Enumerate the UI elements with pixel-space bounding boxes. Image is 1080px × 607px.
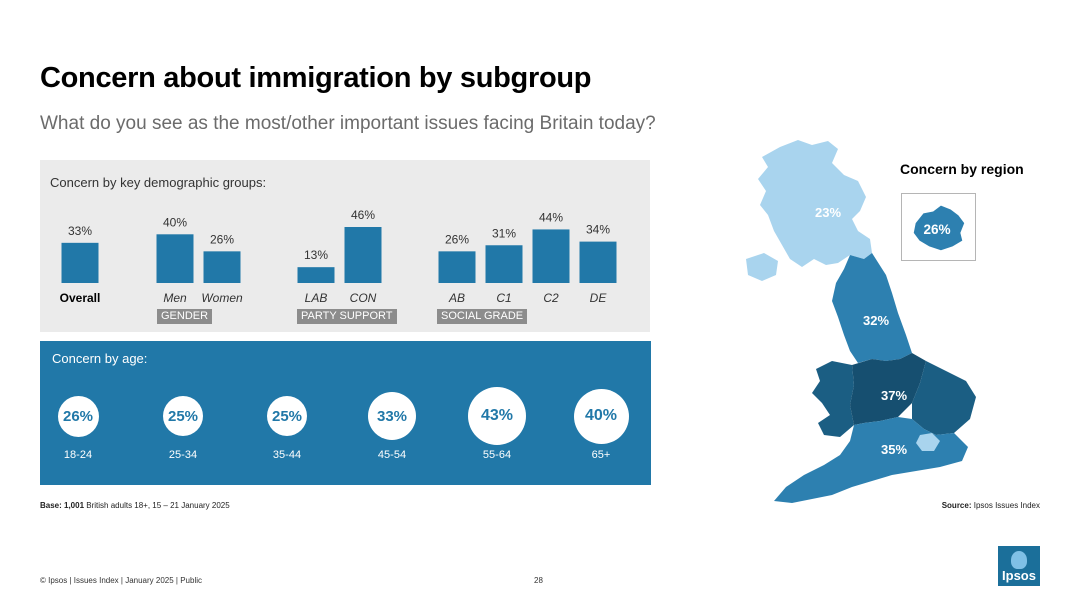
bar-value-label: 34% (586, 223, 610, 237)
bar-de (579, 241, 617, 283)
bar-c1 (485, 245, 523, 283)
bar-overall (61, 242, 99, 283)
map-region-wales[interactable] (812, 361, 854, 437)
age-group-35-44: 25% 35-44 (237, 387, 337, 461)
bar-value-label: 44% (539, 210, 563, 224)
age-bubble: 25% (163, 396, 203, 436)
age-group-55-64: 43% 55-64 (447, 387, 547, 461)
logo-text: Ipsos (1002, 568, 1036, 583)
bar-value-label: 26% (210, 232, 234, 246)
page-number: 28 (534, 576, 543, 585)
london-inset-map: 26% (913, 205, 965, 251)
age-group-65+: 40% 65+ (551, 387, 651, 461)
page-subtitle: What do you see as the most/other import… (40, 113, 656, 134)
map-label-north: 32% (863, 313, 889, 328)
bar-c2 (532, 229, 570, 283)
base-note: Base: 1,001 British adults 18+, 15 – 21 … (40, 501, 230, 510)
age-heading: Concern by age: (52, 351, 148, 366)
age-bubble: 25% (267, 396, 307, 436)
group-label-gender: GENDER (157, 309, 213, 324)
bar-category-label: LAB (305, 291, 328, 305)
bar-category-label: C2 (543, 291, 559, 305)
uk-region-map: 23% 32% 37% 35% (746, 140, 976, 503)
demographic-bar-chart: 33% Overall 40% Men 26% Women 13% LAB 46% CON 26% A… (60, 208, 617, 305)
region-title: Concern by region (900, 161, 1024, 177)
bar-category-label: Overall (60, 291, 101, 305)
age-bubble: 40% (573, 388, 629, 444)
bar-category-label: C1 (496, 291, 511, 305)
age-label: 35-44 (272, 449, 302, 461)
age-label: 65+ (591, 449, 611, 461)
bar-category-label: AB (448, 291, 465, 305)
bar-category-label: Women (201, 291, 243, 305)
london-inset: 26% (901, 193, 976, 261)
map-region-london[interactable] (916, 433, 940, 451)
london-inset-label: 26% (923, 222, 950, 237)
age-label: 18-24 (63, 449, 93, 461)
map-region-scotland[interactable] (758, 140, 872, 267)
age-label: 25-34 (168, 449, 198, 461)
source-note: Source: Ipsos Issues Index (942, 501, 1040, 510)
demographic-panel: 33% Overall 40% Men 26% Women 13% LAB 46% CON 26% A… (40, 160, 650, 332)
bar-category-label: DE (590, 291, 608, 305)
map-region-midlands[interactable] (850, 353, 926, 425)
group-label-grade: SOCIAL GRADE (437, 309, 528, 324)
bar-value-label: 26% (445, 232, 469, 246)
footer-text: © Ipsos | Issues Index | January 2025 | … (40, 576, 202, 585)
age-label: 55-64 (482, 449, 512, 461)
logo-mark-icon (1011, 551, 1027, 569)
london-inset-shape[interactable] (913, 205, 965, 251)
bar-category-label: Men (163, 291, 187, 305)
age-group-25-34: 25% 25-34 (133, 387, 233, 461)
age-panel: Concern by age: 26% 18-24 25% 25-34 25% 35-44… (40, 341, 651, 485)
bar-value-label: 31% (492, 226, 516, 240)
map-region-east[interactable] (912, 361, 976, 435)
bar-men (156, 234, 194, 283)
map-region-northern-ireland[interactable] (746, 253, 778, 281)
page-title: Concern about immigration by subgroup (40, 62, 592, 94)
bar-value-label: 13% (304, 248, 328, 262)
ipsos-logo: Ipsos (998, 546, 1040, 586)
bar-con (344, 227, 382, 283)
base-note-bold: Base: 1,001 (40, 501, 85, 510)
bar-value-label: 33% (68, 224, 92, 238)
age-label: 45-54 (377, 449, 407, 461)
source-note-bold: Source: (941, 501, 972, 510)
bar-lab (297, 267, 335, 283)
map-region-north[interactable] (832, 253, 912, 363)
group-label-party: PARTY SUPPORT (297, 309, 397, 324)
base-note-text: British adults 18+, 15 – 21 January 2025 (86, 501, 230, 510)
map-label-scotland: 23% (815, 205, 841, 220)
map-label-south: 35% (881, 442, 907, 457)
bar-value-label: 40% (163, 215, 187, 229)
source-note-text: Ipsos Issues Index (973, 501, 1040, 510)
age-bubble: 33% (368, 392, 416, 440)
bar-ab (438, 251, 476, 283)
bar-value-label: 46% (351, 208, 375, 222)
bar-category-label: CON (350, 291, 377, 305)
age-bubble: 26% (57, 395, 99, 437)
demographic-heading: Concern by key demographic groups: (50, 175, 267, 190)
age-bubble: 43% (468, 387, 526, 445)
bar-women (203, 251, 241, 283)
age-group-45-54: 33% 45-54 (342, 387, 442, 461)
map-label-midlands: 37% (881, 388, 907, 403)
age-group-18-24: 26% 18-24 (28, 387, 128, 461)
